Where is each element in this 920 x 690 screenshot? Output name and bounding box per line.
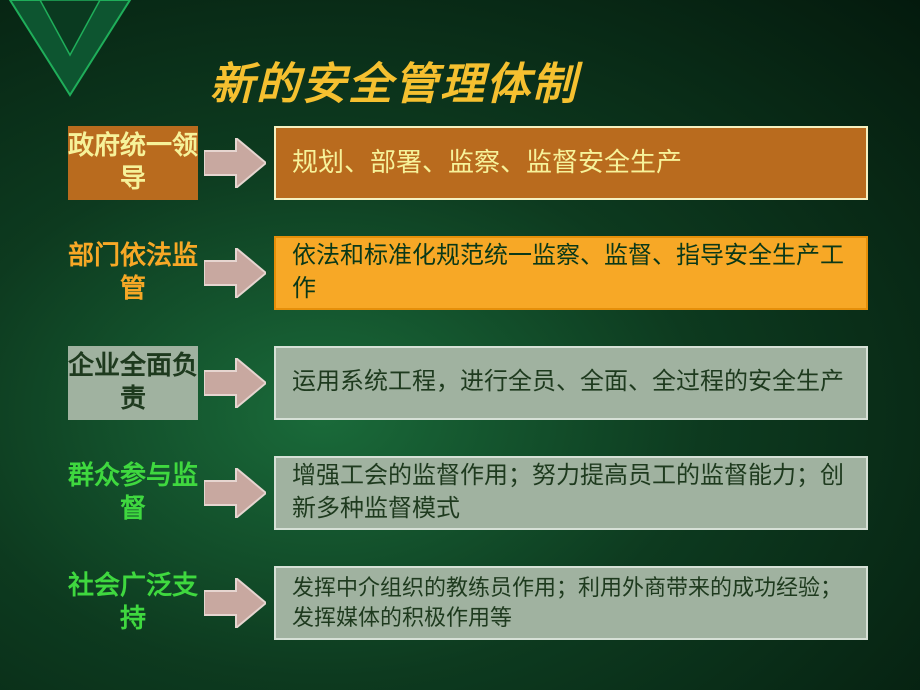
row-left-label: 群众参与监督	[68, 456, 198, 530]
row-right-desc: 增强工会的监督作用；努力提高员工的监督能力；创新多种监督模式	[274, 456, 868, 530]
rows-container: 政府统一领导 规划、部署、监察、监督安全生产 部门依法监管 依法和标准化规范统一…	[68, 125, 868, 640]
slide-title: 新的安全管理体制	[210, 48, 578, 112]
arrow-right-icon	[204, 468, 266, 518]
row-right-desc: 运用系统工程，进行全员、全面、全过程的安全生产	[274, 346, 868, 420]
row-left-label: 政府统一领导	[68, 126, 198, 200]
arrow-right-icon	[204, 358, 266, 408]
corner-ornament-icon	[0, 0, 140, 110]
row-government: 政府统一领导 规划、部署、监察、监督安全生产	[68, 125, 868, 200]
row-left-label: 社会广泛支持	[68, 566, 198, 640]
row-right-desc: 规划、部署、监察、监督安全生产	[274, 126, 868, 200]
arrow-right-icon	[204, 578, 266, 628]
arrow-right-icon	[204, 138, 266, 188]
row-right-desc: 发挥中介组织的教练员作用；利用外商带来的成功经验；发挥媒体的积极作用等	[274, 566, 868, 640]
row-left-label: 企业全面负责	[68, 346, 198, 420]
row-department: 部门依法监管 依法和标准化规范统一监察、监督、指导安全生产工作	[68, 235, 868, 310]
row-society: 社会广泛支持 发挥中介组织的教练员作用；利用外商带来的成功经验；发挥媒体的积极作…	[68, 565, 868, 640]
row-masses: 群众参与监督 增强工会的监督作用；努力提高员工的监督能力；创新多种监督模式	[68, 455, 868, 530]
arrow-right-icon	[204, 248, 266, 298]
row-enterprise: 企业全面负责 运用系统工程，进行全员、全面、全过程的安全生产	[68, 345, 868, 420]
row-right-desc: 依法和标准化规范统一监察、监督、指导安全生产工作	[274, 236, 868, 310]
row-left-label: 部门依法监管	[68, 236, 198, 310]
